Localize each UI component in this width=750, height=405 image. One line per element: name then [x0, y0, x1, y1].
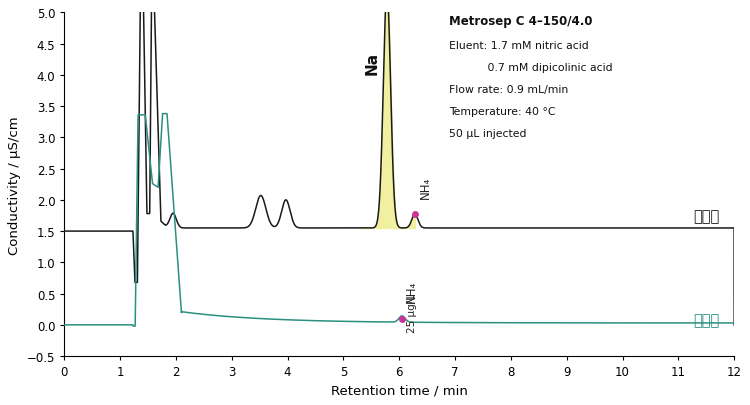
- Text: NH₄: NH₄: [419, 177, 432, 199]
- Text: NH₄: NH₄: [405, 279, 418, 302]
- Text: Na: Na: [365, 52, 380, 75]
- Y-axis label: Conductivity / μS/cm: Conductivity / μS/cm: [8, 115, 21, 254]
- Text: 実試料: 実試料: [693, 209, 719, 224]
- Text: Metrosep C 4–150/4.0: Metrosep C 4–150/4.0: [449, 15, 593, 28]
- Text: 標準液: 標準液: [693, 313, 719, 328]
- Text: 0.7 mM dipicolinic acid: 0.7 mM dipicolinic acid: [449, 63, 613, 73]
- Text: Flow rate: 0.9 mL/min: Flow rate: 0.9 mL/min: [449, 85, 568, 95]
- Text: 50 μL injected: 50 μL injected: [449, 129, 527, 139]
- X-axis label: Retention time / min: Retention time / min: [331, 384, 468, 396]
- Text: Eluent: 1.7 mM nitric acid: Eluent: 1.7 mM nitric acid: [449, 41, 590, 51]
- Text: Temperature: 40 °C: Temperature: 40 °C: [449, 107, 556, 117]
- Text: 25 μg/L: 25 μg/L: [406, 293, 416, 332]
